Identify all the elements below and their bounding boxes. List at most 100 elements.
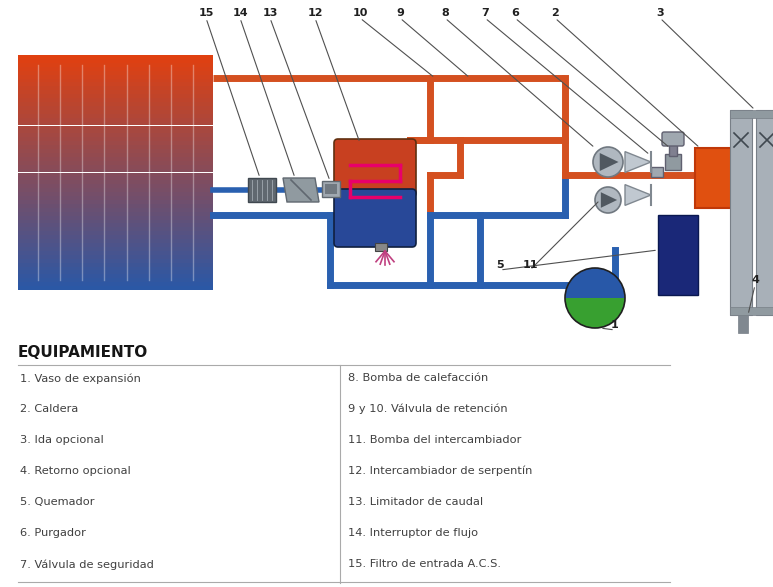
Text: 2. Caldera: 2. Caldera	[20, 404, 78, 414]
Bar	[18, 86, 213, 90]
Bar	[18, 286, 213, 290]
Bar	[18, 247, 213, 251]
Text: 9 y 10. Válvula de retención: 9 y 10. Válvula de retención	[348, 404, 508, 414]
Bar	[18, 192, 213, 196]
Bar	[18, 266, 213, 271]
Bar	[18, 157, 213, 161]
Polygon shape	[625, 151, 651, 173]
Bar	[18, 137, 213, 141]
Bar	[18, 67, 213, 70]
Bar	[18, 212, 213, 215]
Text: 4: 4	[751, 275, 759, 285]
Text: 3: 3	[656, 8, 664, 18]
Text: 7: 7	[481, 8, 489, 18]
Text: 5: 5	[496, 260, 504, 270]
Bar	[18, 239, 213, 243]
Bar	[18, 75, 213, 79]
Bar	[18, 98, 213, 102]
Bar	[18, 94, 213, 98]
Polygon shape	[600, 153, 618, 171]
Bar	[18, 177, 213, 180]
Bar	[18, 149, 213, 153]
Bar	[730, 110, 773, 118]
Text: 5. Quemador: 5. Quemador	[20, 497, 94, 507]
Bar	[730, 307, 773, 315]
Bar	[248, 178, 276, 202]
Bar	[18, 55, 213, 59]
Bar	[18, 153, 213, 157]
Text: 8: 8	[441, 8, 449, 18]
Bar	[18, 106, 213, 110]
Text: 1. Vaso de expansión: 1. Vaso de expansión	[20, 373, 141, 383]
Bar	[18, 282, 213, 286]
Bar	[18, 102, 213, 106]
Bar	[18, 278, 213, 282]
Text: 13: 13	[262, 8, 278, 18]
Bar	[18, 59, 213, 63]
Bar	[756, 110, 773, 315]
Bar	[18, 188, 213, 192]
Text: 13. Limitador de caudal: 13. Limitador de caudal	[348, 497, 483, 507]
Text: 12. Intercambiador de serpentín: 12. Intercambiador de serpentín	[348, 466, 533, 477]
Bar	[18, 220, 213, 224]
Text: 4. Retorno opcional: 4. Retorno opcional	[20, 466, 131, 476]
Bar	[695, 148, 750, 208]
Text: 8. Bomba de calefacción: 8. Bomba de calefacción	[348, 373, 489, 383]
Text: 1: 1	[611, 320, 619, 330]
Bar	[18, 271, 213, 274]
Bar	[18, 184, 213, 188]
Text: 15. Filtro de entrada A.C.S.: 15. Filtro de entrada A.C.S.	[348, 559, 501, 569]
Text: 12: 12	[307, 8, 323, 18]
FancyBboxPatch shape	[334, 139, 416, 197]
Bar	[18, 180, 213, 184]
FancyBboxPatch shape	[334, 189, 416, 247]
Polygon shape	[601, 192, 617, 208]
Polygon shape	[625, 184, 651, 205]
Bar	[669, 144, 677, 156]
Bar	[18, 79, 213, 82]
Bar	[18, 117, 213, 122]
Bar	[18, 122, 213, 126]
Wedge shape	[565, 268, 625, 298]
Bar	[18, 161, 213, 165]
Bar	[18, 90, 213, 94]
Bar	[18, 227, 213, 231]
Text: 14. Interruptor de flujo: 14. Interruptor de flujo	[348, 528, 478, 538]
Bar	[18, 255, 213, 259]
Text: 6: 6	[511, 8, 519, 18]
Text: EQUIPAMIENTO: EQUIPAMIENTO	[18, 345, 148, 360]
Bar	[18, 133, 213, 137]
Bar	[322, 181, 340, 197]
Text: 6. Purgador: 6. Purgador	[20, 528, 86, 538]
Bar	[18, 215, 213, 220]
Bar	[18, 141, 213, 145]
Bar	[18, 224, 213, 227]
Bar	[18, 259, 213, 262]
Bar	[665, 154, 681, 170]
Text: 15: 15	[199, 8, 213, 18]
Text: 7. Válvula de seguridad: 7. Válvula de seguridad	[20, 559, 154, 569]
Text: 3. Ida opcional: 3. Ida opcional	[20, 435, 104, 445]
Bar	[18, 165, 213, 168]
Bar	[18, 129, 213, 133]
Bar	[18, 235, 213, 239]
Bar	[18, 82, 213, 86]
Bar	[18, 70, 213, 75]
Bar	[18, 204, 213, 208]
Bar	[18, 168, 213, 173]
Bar	[730, 110, 752, 315]
Bar	[18, 243, 213, 247]
Bar	[325, 184, 337, 194]
Bar	[18, 110, 213, 114]
Text: 2: 2	[551, 8, 559, 18]
Wedge shape	[565, 298, 625, 328]
FancyBboxPatch shape	[662, 132, 684, 146]
Bar	[18, 196, 213, 200]
Text: 9: 9	[396, 8, 404, 18]
Bar	[18, 251, 213, 255]
Bar	[18, 274, 213, 278]
Circle shape	[593, 147, 623, 177]
Text: 14: 14	[232, 8, 248, 18]
Polygon shape	[283, 178, 319, 202]
Bar	[375, 243, 387, 251]
